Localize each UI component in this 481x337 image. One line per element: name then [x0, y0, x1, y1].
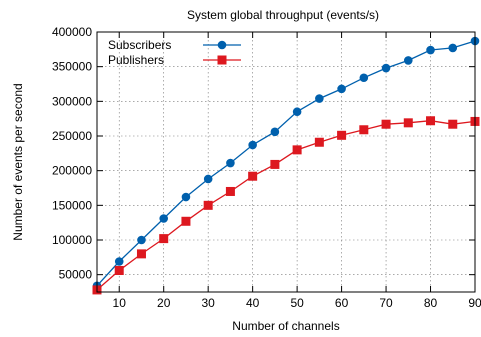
- data-point-publishers: [114, 266, 124, 276]
- legend-marker-subscribers: [217, 40, 227, 50]
- y-tick-label: 100000: [52, 233, 92, 247]
- y-tick-label: 300000: [52, 94, 92, 108]
- data-point-publishers: [403, 118, 413, 128]
- data-point-publishers: [381, 119, 391, 129]
- data-point-publishers: [270, 159, 280, 169]
- grid: [97, 31, 476, 292]
- data-point-subscribers: [403, 56, 413, 65]
- data-point-subscribers: [114, 257, 124, 266]
- x-tick-label: 30: [201, 296, 215, 310]
- axis-ticks: 50000 100000 150000 200000 250000 300000 35000…: [52, 25, 481, 310]
- y-tick-label: 400000: [52, 25, 92, 39]
- series-subscribers: [92, 36, 480, 291]
- legend-label-subscribers: Subscribers: [108, 38, 171, 52]
- data-point-publishers: [225, 186, 235, 196]
- data-point-publishers: [337, 130, 347, 140]
- x-tick-label: 70: [379, 296, 393, 310]
- chart-title: System global throughput (events/s): [187, 8, 379, 22]
- data-point-subscribers: [181, 192, 191, 202]
- data-point-publishers: [136, 249, 146, 259]
- legend-marker-publishers: [217, 55, 227, 65]
- data-point-subscribers: [203, 174, 213, 184]
- data-point-publishers: [292, 145, 302, 155]
- x-tick-label: 20: [157, 296, 171, 310]
- y-tick-label: 150000: [52, 198, 92, 212]
- y-tick-label: 50000: [59, 268, 93, 282]
- data-point-publishers: [203, 200, 213, 210]
- x-tick-label: 80: [424, 296, 438, 310]
- x-tick-label: 60: [335, 296, 349, 310]
- x-tick-label: 40: [246, 296, 260, 310]
- y-tick-label: 350000: [52, 60, 92, 74]
- data-point-subscribers: [448, 43, 458, 53]
- data-point-subscribers: [337, 84, 346, 94]
- series-line-subscribers: [96, 40, 476, 287]
- x-tick-label: 50: [290, 296, 304, 310]
- data-point-subscribers: [226, 158, 235, 168]
- data-point-subscribers: [248, 140, 257, 150]
- data-point-publishers: [181, 216, 191, 226]
- legend-label-publishers: Publishers: [108, 53, 164, 67]
- data-point-publishers: [314, 137, 324, 147]
- data-point-publishers: [448, 119, 458, 129]
- x-axis-label: Number of channels: [232, 319, 339, 333]
- x-tick-label: 10: [113, 296, 127, 310]
- data-point-subscribers: [137, 235, 146, 245]
- series-group: [92, 36, 480, 295]
- data-point-subscribers: [315, 94, 324, 103]
- data-point-subscribers: [270, 127, 280, 137]
- data-point-subscribers: [426, 45, 435, 55]
- data-point-publishers: [359, 125, 369, 135]
- data-point-publishers: [159, 234, 169, 244]
- data-point-subscribers: [359, 73, 369, 83]
- data-point-publishers: [426, 116, 436, 126]
- data-point-publishers: [248, 171, 258, 181]
- data-point-subscribers: [159, 214, 169, 223]
- x-tick-label: 90: [468, 296, 481, 310]
- plot-frame: [96, 31, 476, 293]
- data-point-subscribers: [292, 107, 302, 117]
- y-tick-label: 250000: [52, 129, 92, 143]
- y-axis-label: Number of events per second: [11, 83, 25, 240]
- y-tick-label: 200000: [52, 164, 92, 178]
- data-point-subscribers: [381, 63, 391, 73]
